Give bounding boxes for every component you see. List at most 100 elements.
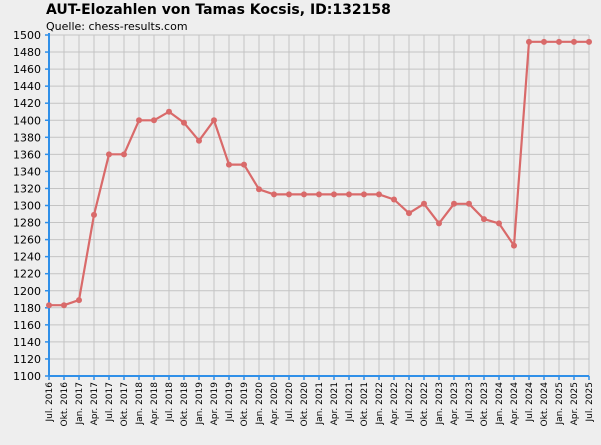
data-point [286, 191, 292, 198]
data-point [421, 200, 427, 207]
x-tick-label: Jan. 2021 [315, 382, 325, 426]
y-tick-label: 1480 [13, 46, 41, 59]
data-point [346, 191, 352, 198]
x-tick-label: Jul. 2022 [405, 382, 415, 423]
x-tick-label: Jan. 2020 [255, 382, 265, 426]
x-tick-label: Jan. 2022 [375, 382, 385, 426]
series-layer [46, 38, 592, 309]
axis-layer [45, 33, 590, 380]
y-tick-label: 1200 [13, 285, 41, 298]
data-point [241, 161, 247, 168]
y-tick-label: 1400 [13, 114, 41, 127]
x-tick-label: Jan. 2023 [435, 382, 445, 426]
x-tick-label: Okt. 2018 [180, 382, 190, 427]
data-point [466, 200, 472, 207]
y-tick-label: 1500 [13, 29, 41, 42]
data-point [121, 151, 127, 158]
y-tick-label: 1240 [13, 251, 41, 264]
y-tick-label: 1460 [13, 63, 41, 76]
x-tick-label: Apr. 2018 [150, 382, 160, 426]
data-point [571, 38, 577, 45]
data-point [301, 191, 307, 198]
data-point [586, 38, 592, 45]
x-tick-label: Jan. 2017 [75, 382, 85, 426]
data-point [496, 220, 502, 227]
data-point [376, 191, 382, 198]
y-tick-label: 1140 [13, 336, 41, 349]
x-tick-label: Jan. 2024 [495, 382, 505, 426]
y-tick-label: 1420 [13, 97, 41, 110]
x-tick-label: Apr. 2023 [450, 382, 460, 425]
x-tick-label: Jul. 2016 [45, 382, 55, 423]
x-tick-label: Jan. 2019 [195, 382, 205, 426]
x-tick-label: Apr. 2025 [570, 382, 580, 425]
x-tick-label: Apr. 2017 [90, 382, 100, 425]
x-tick-label: Apr. 2021 [330, 382, 340, 425]
x-tick-label: Okt. 2021 [360, 382, 370, 426]
data-point [406, 210, 412, 217]
grid-layer [48, 34, 590, 376]
data-point [331, 191, 337, 198]
x-tick-label: Okt. 2020 [300, 382, 310, 427]
x-tick-label: Apr. 2020 [270, 382, 280, 426]
x-tick-label: Jul. 2024 [525, 382, 535, 423]
data-point [76, 297, 82, 304]
y-tick-label: 1160 [13, 319, 41, 332]
data-point [526, 38, 532, 45]
data-point [511, 242, 517, 249]
data-point [451, 200, 457, 207]
y-tick-label: 1100 [13, 370, 41, 383]
data-point [226, 161, 232, 168]
x-tick-label: Jan. 2025 [555, 382, 565, 426]
y-tick-label: 1300 [13, 200, 41, 213]
chart-subtitle: Quelle: chess-results.com [46, 20, 188, 33]
y-tick-label: 1120 [13, 353, 41, 366]
data-point [256, 186, 262, 193]
data-point [316, 191, 322, 198]
x-tick-label: Jul. 2019 [225, 382, 235, 423]
y-tick-label: 1320 [13, 182, 41, 195]
x-tick-label: Apr. 2024 [510, 382, 520, 426]
data-point [151, 117, 157, 124]
y-tick-label: 1440 [13, 80, 41, 93]
data-point [136, 117, 142, 124]
data-point [211, 117, 217, 124]
data-point [196, 137, 202, 144]
data-point [46, 302, 52, 309]
x-tick-label: Okt. 2024 [540, 382, 550, 427]
x-tick-label: Okt. 2019 [240, 382, 250, 427]
chart-title: AUT-Elozahlen von Tamas Kocsis, ID:13215… [46, 2, 391, 18]
x-tick-label: Okt. 2023 [480, 382, 490, 426]
y-tick-label: 1280 [13, 217, 41, 230]
x-tick-label: Jul. 2021 [345, 382, 355, 423]
data-point [166, 108, 172, 115]
data-point [481, 216, 487, 223]
data-point [61, 302, 67, 309]
data-point [106, 151, 112, 158]
x-tick-label: Jul. 2018 [165, 382, 175, 423]
data-point [271, 191, 277, 198]
x-tick-label: Jul. 2025 [585, 382, 595, 423]
data-point [361, 191, 367, 198]
y-tick-label: 1340 [13, 165, 41, 178]
data-point [541, 38, 547, 45]
data-point [391, 196, 397, 203]
y-tick-label: 1380 [13, 131, 41, 144]
x-tick-label: Jul. 2017 [105, 382, 115, 423]
x-tick-label: Okt. 2016 [60, 382, 70, 427]
x-tick-label: Jul. 2020 [285, 382, 295, 423]
y-tick-label: 1360 [13, 148, 41, 161]
data-point [91, 211, 97, 218]
x-tick-label: Apr. 2022 [390, 382, 400, 425]
x-tick-label: Apr. 2019 [210, 382, 220, 426]
data-point [181, 119, 187, 126]
data-point [556, 38, 562, 45]
y-tick-label: 1220 [13, 268, 41, 281]
data-point [436, 220, 442, 227]
y-tick-label: 1260 [13, 234, 41, 247]
x-tick-label: Okt. 2022 [420, 382, 430, 426]
x-tick-label: Jan. 2018 [135, 382, 145, 426]
x-tick-label: Jul. 2023 [465, 382, 475, 423]
